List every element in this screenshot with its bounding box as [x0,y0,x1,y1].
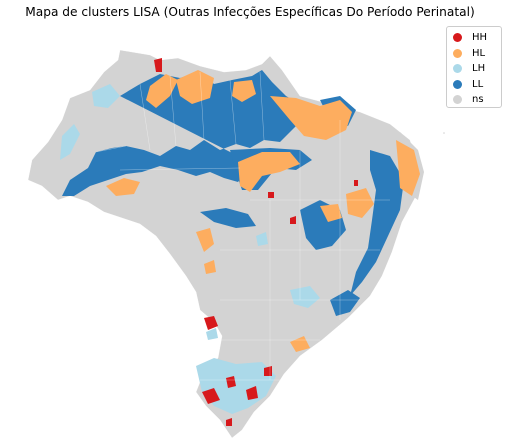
map-region-ll [200,208,256,228]
legend-label: LH [472,63,486,75]
map-region-hl [196,228,214,252]
legend-swatch-icon [453,95,462,105]
legend: HH HL LH LL ns [446,26,502,108]
map-region-hl [238,152,300,192]
legend-item-ll: LL [453,77,501,93]
legend-swatch-icon [453,33,462,43]
map-region-lh [206,328,218,340]
legend-item-ns: ns [453,92,501,108]
map-region-ll [330,290,360,316]
legend-swatch-icon [453,64,462,74]
map-region-hh [246,386,258,400]
map-region-hh [154,58,162,72]
map-region-hh [290,216,296,224]
map-region-lh [60,124,80,160]
map-region-hh [268,192,274,198]
map-region-lh [290,286,320,308]
map-region-hh [202,388,220,404]
map-region-lh [256,232,268,246]
map-region-hl [320,204,342,222]
legend-label: HH [472,32,488,44]
map-region-ll [350,150,404,296]
map-region-hl [204,260,216,274]
map-region-hl [396,140,420,196]
map-region-hl [176,70,214,104]
legend-item-hl: HL [453,46,501,62]
map-region-hh [226,376,236,388]
legend-item-lh: LH [453,61,501,77]
map-region-hh [204,316,218,330]
map-region-lh [92,84,120,108]
map-region-hl [346,188,374,218]
legend-label: LL [472,78,484,90]
map-title: Mapa de clusters LISA (Outras Infecções … [25,5,475,19]
map-region-hh [354,180,358,186]
map-region-hh [226,418,232,426]
island-dot [443,132,445,134]
map-region-hl [232,80,256,102]
municipal-borders [95,71,390,381]
map-region-hl [106,178,140,196]
map-region-hl [270,96,352,140]
legend-swatch-icon [453,48,462,58]
legend-label: HL [472,47,486,59]
legend-label: ns [472,94,484,106]
map-region-hl [146,74,178,108]
legend-item-hh: HH [453,30,501,46]
legend-swatch-icon [453,79,462,89]
